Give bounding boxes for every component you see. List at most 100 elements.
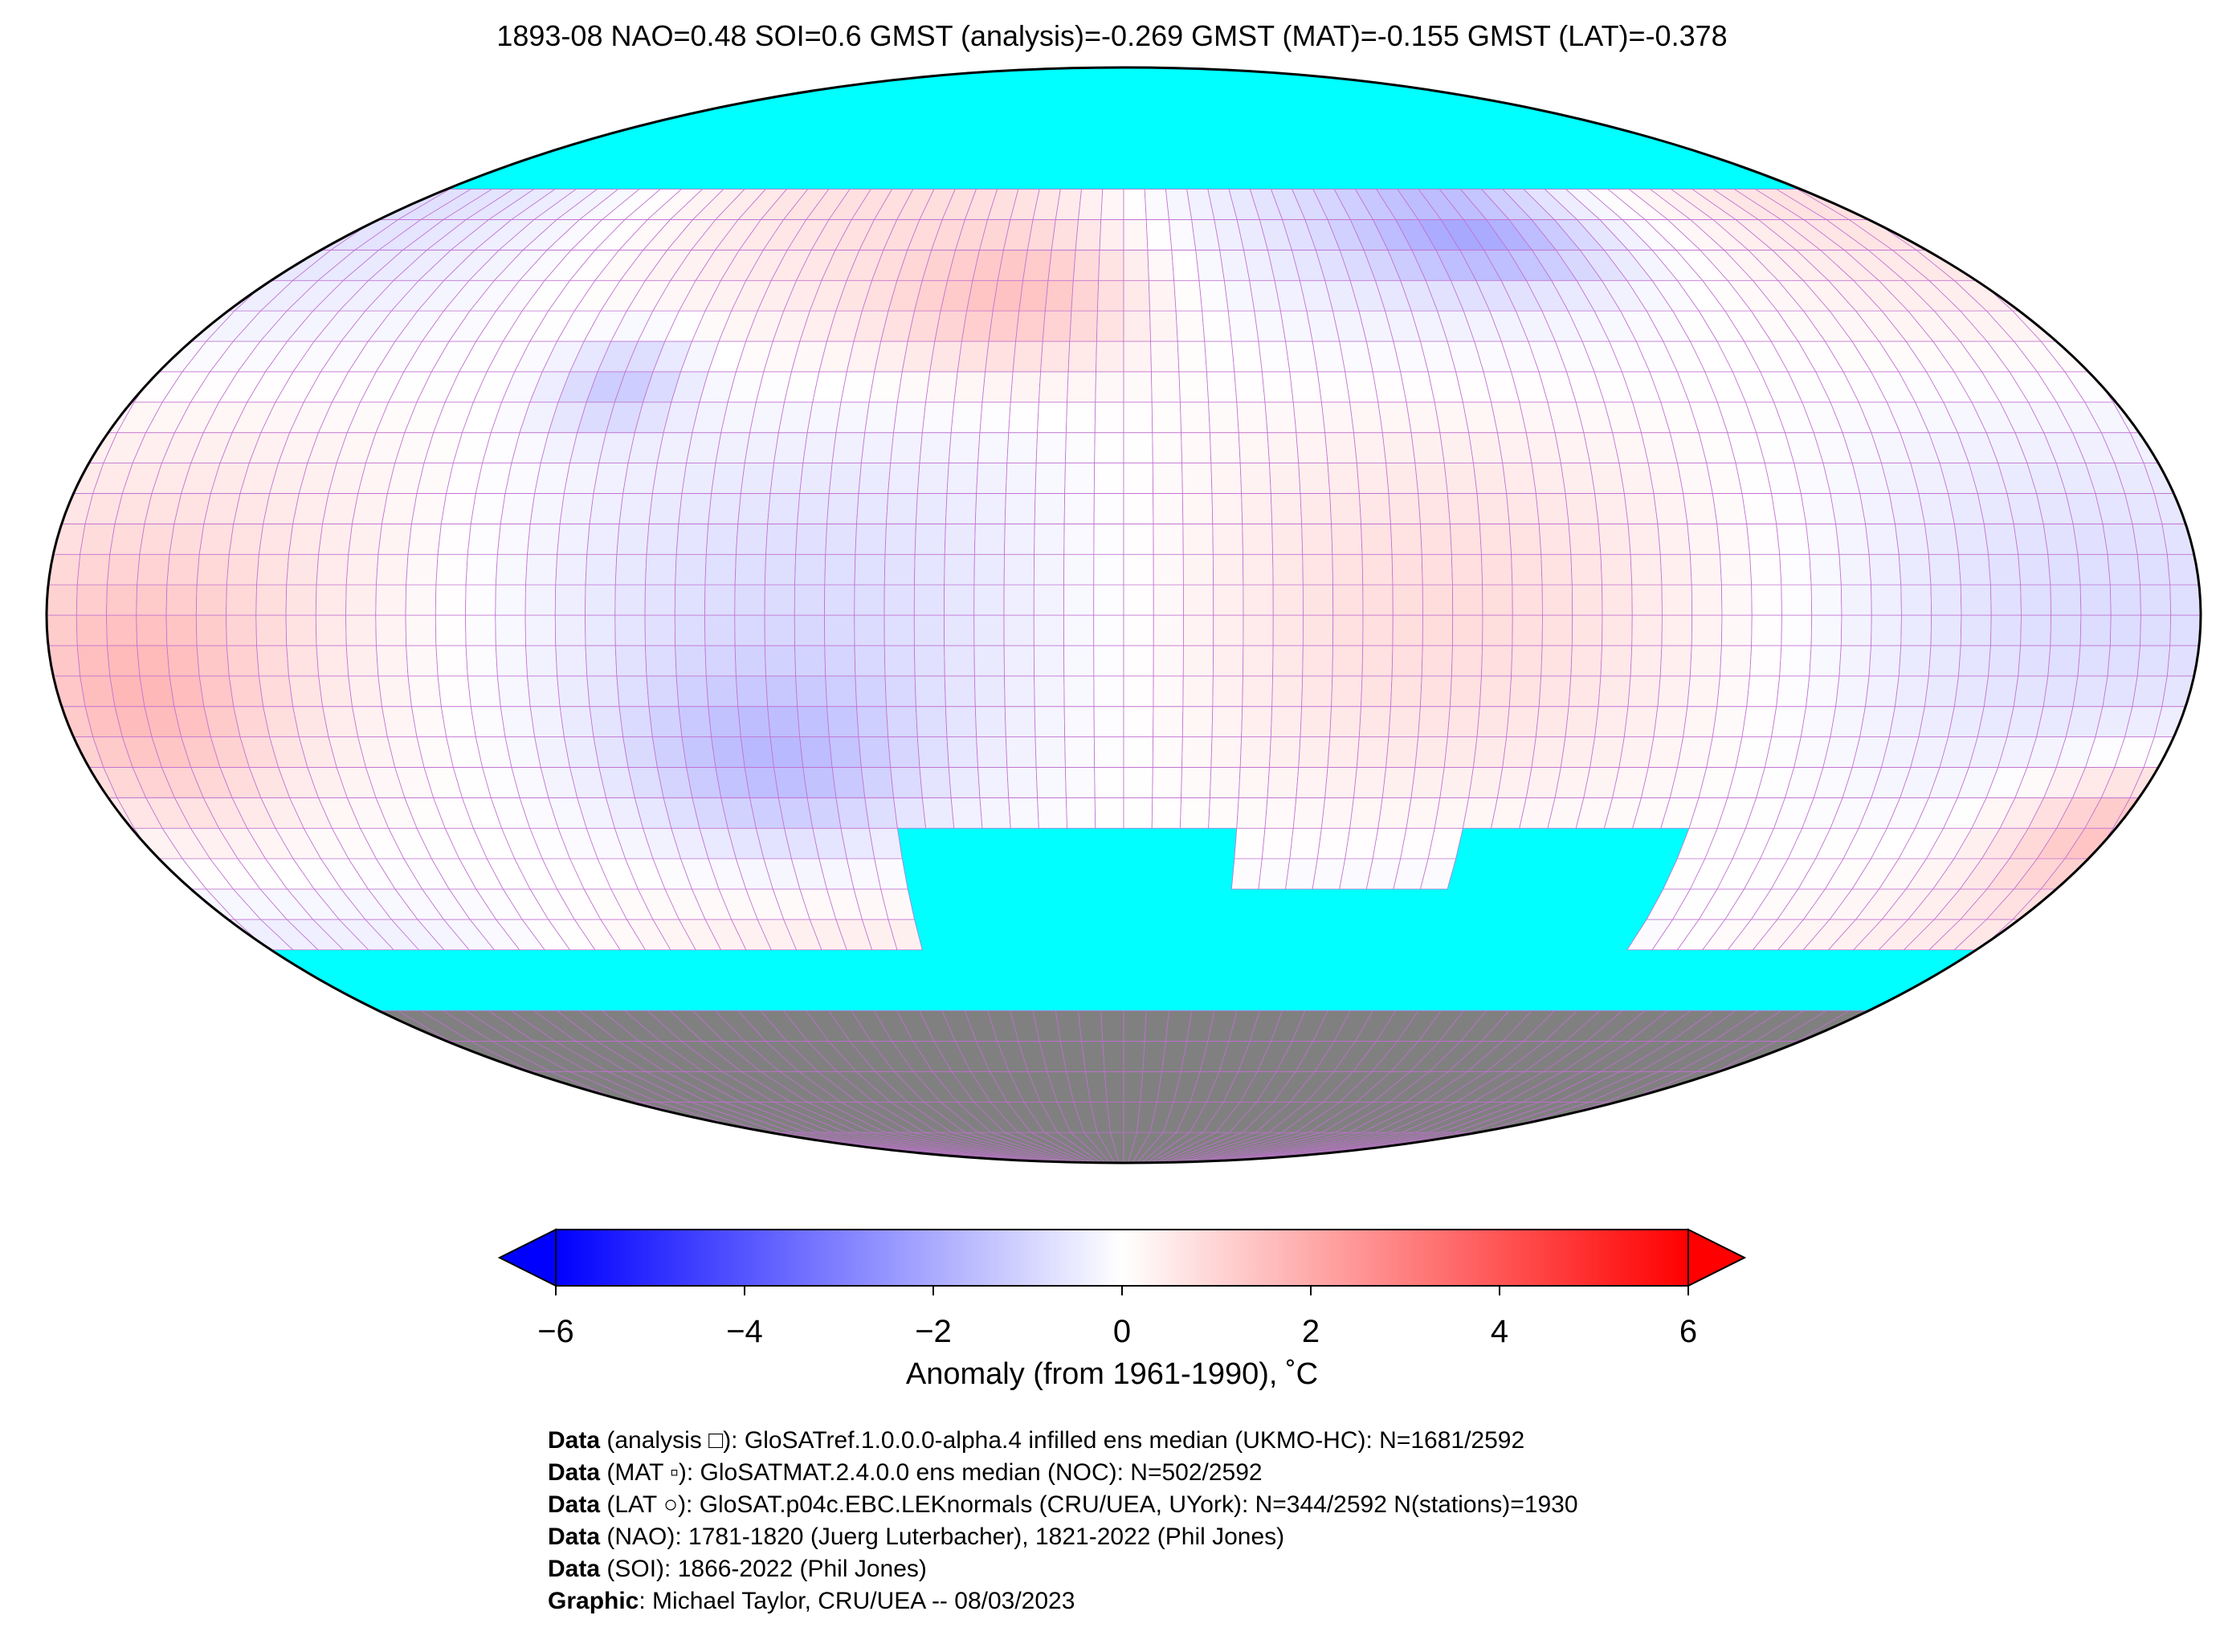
grid-cell (1181, 706, 1214, 737)
grid-cell (1292, 797, 1326, 829)
grid-cell (860, 432, 895, 463)
grid-cell (648, 493, 683, 524)
grid-cell (195, 614, 227, 647)
grid-cell (435, 584, 467, 616)
grid-cell (919, 432, 952, 463)
grid-cell (1746, 675, 1781, 708)
grid-cell (1540, 645, 1573, 677)
grid-cell (1182, 645, 1214, 677)
grid-cell (944, 614, 975, 647)
grid-cell (1035, 432, 1067, 463)
grid-cell (1181, 463, 1213, 494)
grid-cell (1182, 675, 1214, 708)
grid-cell (826, 706, 859, 737)
grid-cell (992, 279, 1024, 312)
grid-cell (563, 736, 600, 768)
grid-cell (1838, 645, 1871, 677)
grid-cell (645, 553, 677, 585)
grid-cell (1381, 432, 1416, 463)
grid-cell (228, 675, 264, 708)
grid-cell (914, 523, 946, 555)
grid-cell (896, 371, 931, 403)
grid-cell (1208, 797, 1239, 829)
grid-cell (1362, 614, 1394, 647)
grid-cell (1511, 645, 1543, 677)
grid-cell (1035, 767, 1067, 798)
grid-cell (864, 797, 898, 829)
grid-cell (226, 553, 259, 585)
grid-cell (1258, 858, 1291, 890)
grid-cell (944, 675, 976, 708)
grid-cell (744, 432, 779, 463)
grid-cell (1051, 219, 1079, 251)
grid-cell (529, 493, 565, 524)
grid-cell (802, 767, 837, 798)
grid-cell (1871, 614, 1902, 647)
grid-cell (1687, 523, 1720, 555)
grid-cell (824, 614, 855, 647)
grid-cell (1144, 189, 1169, 220)
grid-cell (1924, 675, 1959, 708)
grid-cell (1298, 463, 1331, 494)
grid-cell (1209, 767, 1241, 798)
grid-cell (950, 797, 983, 829)
grid-cell (985, 341, 1017, 373)
grid-cell (764, 584, 795, 616)
grid-cell (1094, 767, 1124, 798)
grid-cell (614, 584, 646, 616)
grid-cell (106, 553, 141, 585)
grid-cell (614, 553, 647, 585)
grid-cell (797, 493, 830, 524)
grid-cell (1123, 1071, 1144, 1103)
grid-cell (1243, 584, 1274, 616)
grid-cell (1289, 827, 1322, 859)
grid-cell (1149, 310, 1178, 342)
grid-cell (1004, 493, 1036, 524)
grid-cell (381, 706, 418, 737)
grid-cell (1452, 614, 1483, 647)
grid-cell (1712, 706, 1748, 737)
grid-cell (622, 463, 658, 494)
grid-cell (377, 523, 412, 555)
grid-cell (1749, 553, 1782, 585)
grid-cell (977, 767, 1010, 798)
grid-cell (2107, 645, 2141, 677)
grid-cell (1063, 493, 1095, 524)
grid-cell (1093, 553, 1124, 585)
grid-cell (1540, 553, 1573, 585)
grid-cell (1003, 645, 1035, 677)
grid-cell (495, 584, 526, 616)
grid-cell (1093, 736, 1124, 768)
grid-cell (1271, 675, 1304, 708)
grid-cell (614, 614, 646, 647)
grid-cell (1269, 463, 1301, 494)
grid-cell (1302, 614, 1334, 647)
grid-cell (678, 706, 712, 737)
grid-cell (1272, 584, 1304, 616)
grid-cell (1324, 432, 1357, 463)
grid-cell (2020, 614, 2052, 647)
grid-cell (1618, 736, 1655, 768)
grid-cell (106, 584, 138, 616)
grid-cell (470, 493, 506, 524)
grid-cell (1721, 584, 1753, 616)
grid-cell (1055, 1010, 1083, 1042)
grid-cell (944, 523, 976, 555)
grid-cell (644, 614, 676, 647)
grid-cell (1473, 736, 1508, 768)
grid-cell (1296, 767, 1328, 798)
grid-cell (825, 523, 857, 555)
grid-cell (1358, 706, 1391, 737)
grid-cell (840, 827, 875, 859)
grid-cell (285, 614, 317, 647)
grid-cell (1272, 553, 1304, 585)
grid-cell (1868, 645, 1902, 677)
grid-cell (974, 493, 1006, 524)
grid-cell (365, 1041, 455, 1072)
grid-cell (888, 736, 920, 768)
grid-cell (1414, 463, 1448, 494)
grid-cell (737, 706, 771, 737)
grid-cell (586, 675, 620, 708)
grid-cell (375, 614, 407, 647)
grid-cell (496, 523, 531, 555)
